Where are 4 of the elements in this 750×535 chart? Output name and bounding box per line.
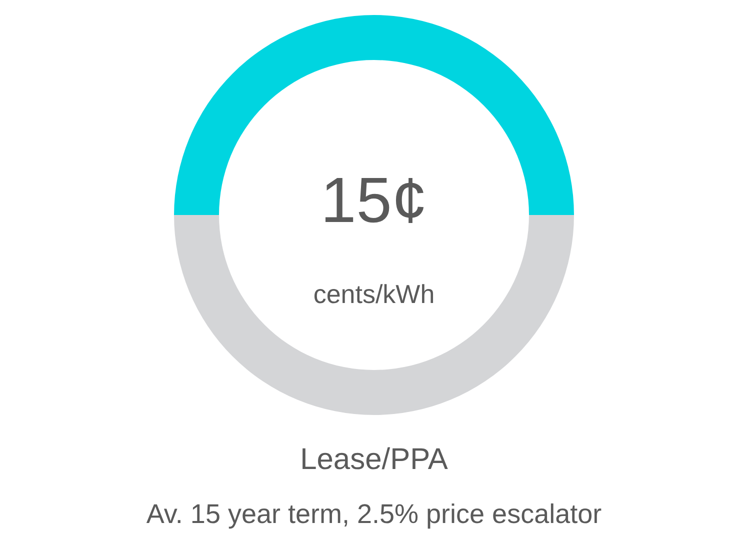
text: Av. 15 year term, 2.5% price escalator xyxy=(146,499,602,529)
text: Lease/PPA xyxy=(300,443,448,476)
text: cents/kWh xyxy=(313,279,435,309)
text: 15¢ xyxy=(320,164,428,236)
